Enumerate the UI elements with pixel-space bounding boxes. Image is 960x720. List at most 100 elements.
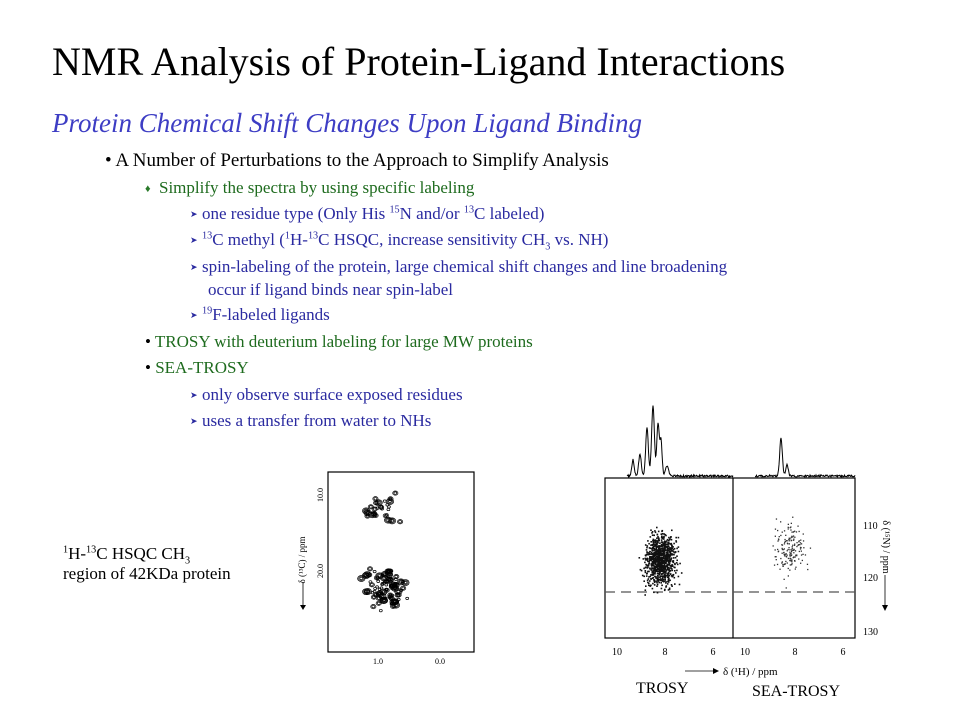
- trosy-peak: [668, 554, 671, 556]
- trosy-peak: [654, 573, 656, 575]
- bullet-f19-ligands: ➤ 19F-labeled ligands: [190, 305, 330, 324]
- hsqc-contour-peak: [387, 505, 391, 509]
- trosy-peak: [664, 555, 666, 557]
- trosy-peak: [660, 582, 662, 584]
- trosy-peak: [651, 547, 653, 550]
- sea-trosy-peak: [777, 529, 779, 532]
- bullet-water-transfer: ➤ uses a transfer from water to NHs: [190, 411, 432, 430]
- sea-trosy-peak: [787, 548, 789, 551]
- trosy-peak: [662, 562, 665, 565]
- trosy-peak: [655, 553, 657, 556]
- trosy-peak: [648, 570, 650, 573]
- trosy-peak: [649, 551, 651, 553]
- trosy-spectrum-figure: 110 120 130 δ (¹⁵N) / ppm 10 8 6 10 8 6 …: [604, 405, 891, 678]
- trosy-peak: [652, 543, 655, 546]
- trosy-peak: [670, 575, 673, 577]
- sea-trosy-peak: [773, 564, 776, 566]
- sea-trosy-peak: [787, 523, 789, 525]
- trosy-peak: [671, 575, 673, 578]
- trosy-peak: [650, 563, 653, 566]
- trosy-peak: [669, 543, 672, 545]
- hsqc-peak-cluster: [357, 490, 410, 613]
- hsqc-contour-peak: [375, 590, 384, 598]
- trosy-peak: [660, 554, 662, 557]
- bullet-specific-labeling: ♦ Simplify the spectra by using specific …: [145, 178, 475, 197]
- trosy-peak: [653, 553, 656, 555]
- sea-trosy-peak: [794, 530, 796, 532]
- trosy-peak: [654, 548, 657, 551]
- trosy-peak: [652, 582, 654, 585]
- trosy-peak: [659, 549, 662, 551]
- hsqc-contour-peak: [367, 566, 373, 572]
- trosy-peak: [652, 545, 655, 548]
- trosy-peak: [662, 567, 664, 570]
- bullet-c13-methyl: ➤ 13C methyl (1H-13C HSQC, increase sensi…: [190, 230, 609, 253]
- sea-trosy-peak: [786, 542, 789, 544]
- sea-trosy-peak: [802, 533, 804, 535]
- trosy-peak: [655, 543, 658, 546]
- sea-trosy-peak: [793, 556, 795, 558]
- trosy-peak: [655, 580, 657, 583]
- sea-trosy-peak: [794, 550, 797, 552]
- hsqc-contour-peak: [375, 500, 382, 506]
- trosy-peak: [658, 551, 661, 554]
- trosy-peak: [660, 541, 663, 543]
- trosy-peak: [654, 562, 657, 564]
- hsqc-contour-peak: [362, 507, 371, 515]
- trosy-peak: [658, 574, 661, 576]
- trosy-peak: [653, 549, 656, 551]
- trosy-peak: [643, 575, 645, 578]
- sea-trosy-peak: [796, 545, 798, 548]
- trosy-peak: [668, 588, 671, 591]
- sea-trosy-peak: [796, 542, 798, 544]
- trosy-peak: [676, 547, 678, 550]
- trosy-peak: [665, 560, 668, 563]
- sea-trosy-peak: [777, 548, 779, 551]
- trosy-peak: [675, 541, 678, 543]
- trosy-peak: [651, 560, 653, 563]
- sea-trosy-peak: [792, 536, 794, 538]
- trosy-peak: [656, 568, 659, 570]
- sea-trosy-peak: [776, 563, 779, 566]
- trosy-peak: [669, 552, 672, 554]
- trosy-peak: [668, 536, 670, 539]
- trosy-peak: [668, 549, 670, 552]
- hsqc-contour-peak: [367, 504, 374, 510]
- sea-trosy-peak: [798, 550, 800, 553]
- bullet-perturbations: • A Number of Perturbations to the Appro…: [105, 150, 609, 171]
- trosy-peak: [672, 557, 675, 559]
- trosy-peak: [657, 551, 659, 553]
- sea-trosy-peak: [777, 550, 780, 552]
- sea-trosy-peak: [791, 535, 793, 537]
- sea-trosy-peak: [791, 563, 793, 565]
- trosy-peak: [661, 548, 663, 550]
- trosy-peak: [660, 562, 662, 565]
- hsqc-contour-peak: [368, 567, 372, 571]
- trosy-peak: [649, 568, 651, 570]
- sea-trosy-peak: [783, 563, 785, 566]
- trosy-peak: [657, 553, 660, 555]
- sea-trosy-peak: [792, 544, 794, 546]
- bullet-sea-trosy: • SEA-TROSY: [145, 358, 249, 377]
- trosy-peak: [669, 550, 672, 553]
- trosy-peak: [668, 562, 670, 564]
- trosy-peak: [664, 580, 666, 582]
- trosy-peak: [655, 558, 657, 561]
- trosy-peak: [667, 576, 670, 579]
- trosy-peak: [662, 553, 664, 555]
- hsqc-contour-peak: [364, 510, 371, 516]
- hsqc-contour-peak: [373, 586, 377, 591]
- trosy-peak: [671, 544, 673, 547]
- trosy-peak: [665, 546, 668, 548]
- trosy-peak: [653, 561, 655, 564]
- hsqc-contour-peak: [359, 576, 364, 581]
- hsqc-contour-peak: [374, 499, 383, 507]
- trosy-peak: [651, 558, 653, 560]
- sea-trosy-1d-trace: [754, 437, 856, 479]
- trosy-peak: [673, 542, 675, 545]
- trosy-peak: [674, 563, 676, 566]
- hsqc-contour-peak: [387, 496, 394, 502]
- n15-ylabel: δ (¹⁵N) / ppm: [880, 520, 891, 573]
- trosy-peak: [667, 552, 669, 554]
- sea-trosy-peak: [789, 551, 791, 553]
